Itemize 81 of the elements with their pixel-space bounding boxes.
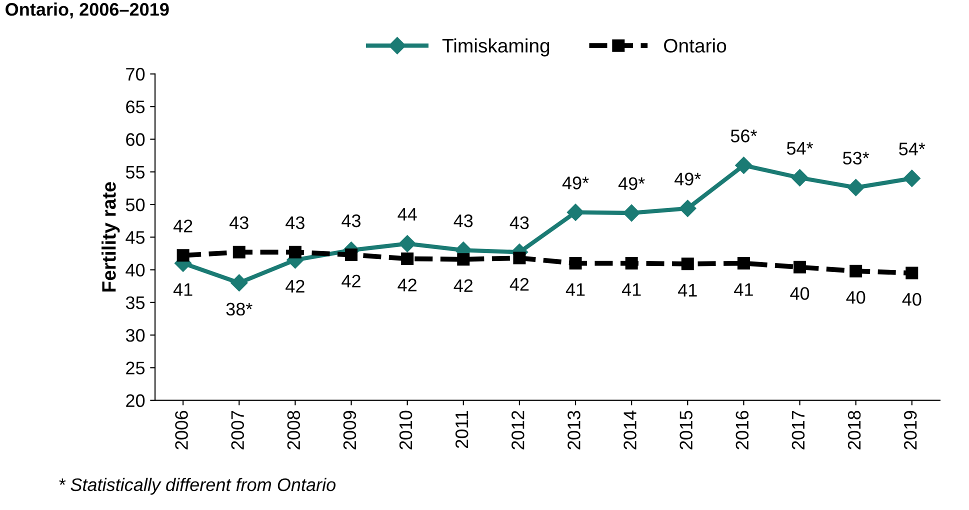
y-tick-label: 60 <box>126 133 145 146</box>
text: * Statistically different from Ontario <box>59 478 336 495</box>
x-tick-label: 2012 <box>512 410 524 450</box>
point <box>398 235 416 252</box>
x-tick-label: 2008 <box>287 410 300 450</box>
data-label: 42 <box>510 278 529 291</box>
legend-label: Ontario <box>664 38 726 53</box>
y-tick-label: 55 <box>126 166 145 179</box>
data-label: 43 <box>342 214 361 228</box>
point <box>737 257 750 270</box>
data-label: 41 <box>678 284 697 296</box>
x-tick-label: 2015 <box>680 410 692 450</box>
y-tick-label: 65 <box>126 100 145 114</box>
data-label: 49* <box>562 176 589 190</box>
data-label: 38* <box>226 302 252 316</box>
x-tick-label: 2007 <box>231 410 244 450</box>
y-tick-label: 35 <box>126 296 145 310</box>
point <box>906 266 918 280</box>
y-tick-label: 40 <box>126 264 145 277</box>
point <box>176 249 190 262</box>
point <box>566 204 584 221</box>
x-tick-label: 2017 <box>792 410 805 450</box>
point <box>288 246 302 258</box>
y-tick-label: 20 <box>126 394 145 408</box>
y-tick-label: 70 <box>126 68 145 81</box>
point <box>850 264 862 278</box>
x-tick-label: 2006 <box>175 410 188 450</box>
y-axis-title: Fertility rate <box>102 182 120 292</box>
point <box>681 258 694 270</box>
x-tick-label: 2019 <box>904 410 917 450</box>
legend-label: Timiskaming <box>442 38 550 56</box>
point <box>513 252 526 264</box>
data-label: 42 <box>398 278 416 292</box>
data-label: 43 <box>230 216 248 230</box>
point <box>791 169 808 186</box>
x-tick-label: 2009 <box>343 410 356 450</box>
data-label: 49* <box>618 177 645 190</box>
x-tick-label: 2011 <box>455 410 468 448</box>
data-label: 56* <box>730 130 757 142</box>
x-tick-label: 2013 <box>568 410 580 450</box>
data-label: 54* <box>786 142 814 155</box>
data-label: 41 <box>622 283 641 296</box>
data-label: 42 <box>286 280 304 293</box>
y-tick-label: 45 <box>126 231 145 244</box>
data-label: 42 <box>173 220 192 232</box>
point <box>794 260 806 274</box>
x-tick-label: 2018 <box>848 410 861 450</box>
data-label: 53* <box>843 152 870 165</box>
data-label: 41 <box>734 283 753 296</box>
x-tick-label: 2014 <box>624 410 636 450</box>
point <box>735 156 752 174</box>
data-label: 42 <box>454 279 473 292</box>
point <box>847 178 864 196</box>
data-label: 42 <box>342 274 360 288</box>
point <box>232 246 246 258</box>
chart-title: Ontario, 2006–2019 <box>6 2 169 18</box>
data-label: 43 <box>454 214 473 228</box>
point <box>457 253 470 266</box>
point <box>625 257 638 270</box>
y-tick-label: 30 <box>126 329 145 342</box>
point <box>569 257 582 270</box>
point <box>903 170 920 187</box>
point <box>230 274 248 292</box>
data-label: 43 <box>510 216 529 230</box>
point <box>345 248 358 262</box>
point <box>679 200 696 217</box>
data-label: 41 <box>566 283 585 296</box>
point <box>623 204 640 222</box>
x-tick-label: 2016 <box>736 410 749 450</box>
point <box>401 252 414 265</box>
data-label: 40 <box>846 291 866 304</box>
data-label: 54* <box>899 142 926 156</box>
data-label: 40 <box>902 292 922 306</box>
data-label: 40 <box>790 287 810 300</box>
y-tick-label: 50 <box>126 198 145 212</box>
x-tick-label: 2010 <box>399 410 412 450</box>
data-label: 44 <box>398 208 417 220</box>
data-label: 49* <box>674 172 701 186</box>
y-tick-label: 25 <box>126 362 145 374</box>
data-label: 43 <box>286 216 304 230</box>
data-label: 41 <box>173 283 192 296</box>
